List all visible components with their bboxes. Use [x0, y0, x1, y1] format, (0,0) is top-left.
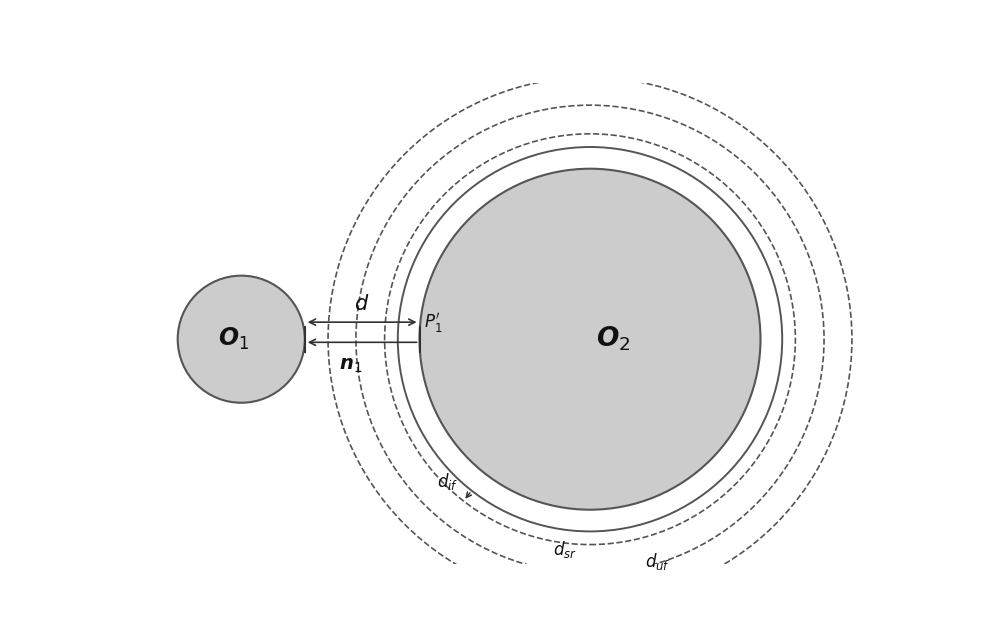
Text: $d_{if}$: $d_{if}$ [437, 471, 458, 492]
Text: $\boldsymbol{O}_1$: $\boldsymbol{O}_1$ [218, 326, 249, 353]
Text: $d_{sr}$: $d_{sr}$ [553, 539, 577, 560]
Text: $d$: $d$ [354, 294, 370, 314]
Text: $P_1'$: $P_1'$ [424, 310, 443, 335]
Text: $\boldsymbol{O}_2$: $\boldsymbol{O}_2$ [596, 325, 631, 353]
Circle shape [178, 276, 305, 403]
Text: $\boldsymbol{n}_1$: $\boldsymbol{n}_1$ [339, 356, 362, 375]
Text: $P_1$: $P_1$ [283, 315, 302, 335]
Text: $d_{uf}$: $d_{uf}$ [645, 551, 670, 572]
Circle shape [420, 169, 761, 510]
